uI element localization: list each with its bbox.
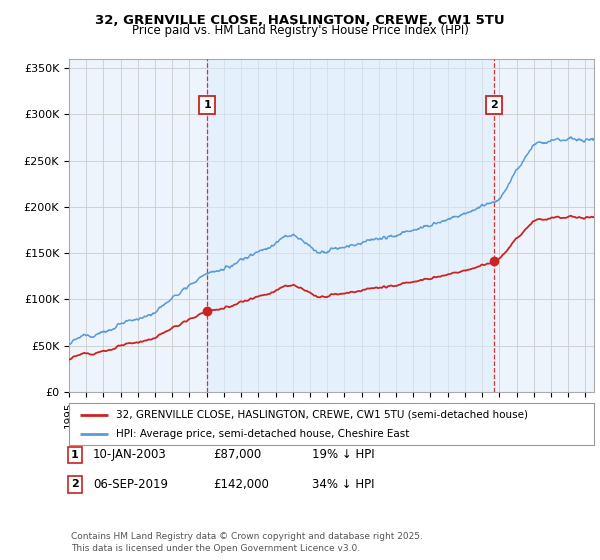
Text: Contains HM Land Registry data © Crown copyright and database right 2025.
This d: Contains HM Land Registry data © Crown c… bbox=[71, 533, 422, 553]
Text: 06-SEP-2019: 06-SEP-2019 bbox=[93, 478, 168, 491]
Text: 2: 2 bbox=[490, 100, 497, 110]
Text: 2: 2 bbox=[71, 479, 79, 489]
Text: 19% ↓ HPI: 19% ↓ HPI bbox=[312, 448, 374, 461]
Text: 1: 1 bbox=[71, 450, 79, 460]
Text: HPI: Average price, semi-detached house, Cheshire East: HPI: Average price, semi-detached house,… bbox=[116, 429, 410, 439]
Text: Price paid vs. HM Land Registry's House Price Index (HPI): Price paid vs. HM Land Registry's House … bbox=[131, 24, 469, 37]
Text: 10-JAN-2003: 10-JAN-2003 bbox=[93, 448, 167, 461]
Text: £87,000: £87,000 bbox=[213, 448, 261, 461]
Text: 1: 1 bbox=[203, 100, 211, 110]
Text: 34% ↓ HPI: 34% ↓ HPI bbox=[312, 478, 374, 491]
Text: £142,000: £142,000 bbox=[213, 478, 269, 491]
Bar bbox=[207, 59, 494, 392]
Text: 32, GRENVILLE CLOSE, HASLINGTON, CREWE, CW1 5TU: 32, GRENVILLE CLOSE, HASLINGTON, CREWE, … bbox=[95, 14, 505, 27]
Text: 32, GRENVILLE CLOSE, HASLINGTON, CREWE, CW1 5TU (semi-detached house): 32, GRENVILLE CLOSE, HASLINGTON, CREWE, … bbox=[116, 409, 528, 419]
